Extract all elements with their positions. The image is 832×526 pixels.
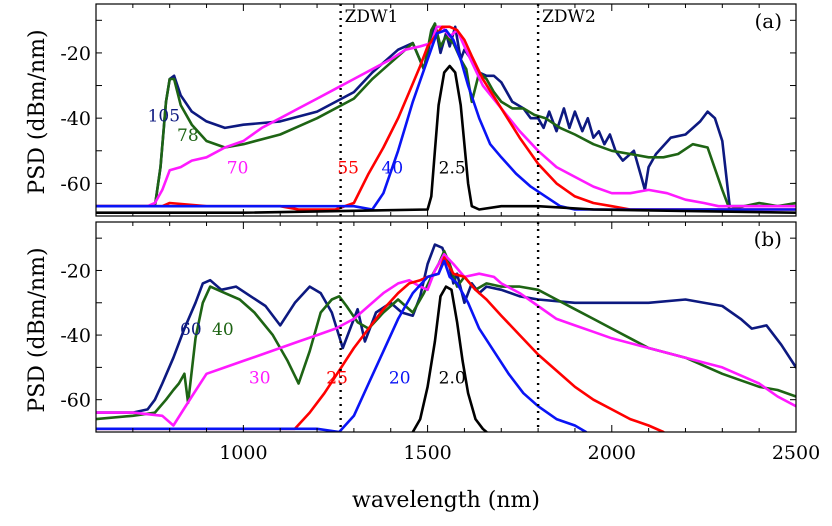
series-line-b-30 xyxy=(96,253,796,427)
series-line-a-40 xyxy=(96,28,796,211)
curve-label-a-70: 70 xyxy=(227,159,249,179)
x-tick-label-2500: 2500 xyxy=(772,442,820,464)
curve-label-b-2_0: 2.0 xyxy=(439,369,466,389)
series-line-a-105 xyxy=(96,22,796,208)
y-tick-label-b-60: -60 xyxy=(60,390,91,412)
curve-label-a-78: 78 xyxy=(177,126,199,146)
plot-frame-a xyxy=(95,3,797,217)
curve-label-a-40: 40 xyxy=(382,159,404,179)
curve-label-a-105: 105 xyxy=(148,106,180,126)
curve-label-b-40: 40 xyxy=(212,320,234,340)
y-tick-label-a-60: -60 xyxy=(60,173,91,195)
y-tick-label-b-20: -20 xyxy=(60,260,91,282)
curve-label-a-55: 55 xyxy=(337,159,359,179)
panel-label-a: (a) xyxy=(754,9,782,33)
plot-area-a xyxy=(96,22,796,214)
series-line-b-40 xyxy=(96,249,796,421)
x-tick-label-1500: 1500 xyxy=(403,442,451,464)
zdw-label-1: ZDW1 xyxy=(345,7,399,27)
plot-area-b xyxy=(96,243,796,432)
x-tick-label-2000: 2000 xyxy=(588,442,636,464)
series-line-a-2_5 xyxy=(96,64,796,214)
series-line-b-25 xyxy=(96,256,665,432)
series-line-a-78 xyxy=(96,22,796,211)
curve-label-b-20: 20 xyxy=(389,369,411,389)
curve-label-a-2_5: 2.5 xyxy=(439,159,466,179)
panel-label-b: (b) xyxy=(754,227,782,251)
x-tick-label-1000: 1000 xyxy=(219,442,267,464)
y-axis-label-a: PSD (dBm/nm) xyxy=(25,29,50,194)
y-tick-label-a-40: -40 xyxy=(60,108,91,130)
y-tick-label-b-40: -40 xyxy=(60,325,91,347)
plot-frame-b xyxy=(95,221,797,433)
y-tick-label-a-20: -20 xyxy=(60,43,91,65)
y-axis-label-b: PSD (dBm/nm) xyxy=(25,247,50,412)
curve-label-b-30: 30 xyxy=(249,369,271,389)
series-line-b-2_0 xyxy=(411,285,488,432)
zdw-label-2: ZDW2 xyxy=(542,7,596,27)
x-axis-label: wavelength (nm) xyxy=(352,488,540,513)
series-line-a-70 xyxy=(96,25,796,208)
curve-label-b-60: 60 xyxy=(180,320,202,340)
curve-label-b-25: 25 xyxy=(326,369,348,389)
